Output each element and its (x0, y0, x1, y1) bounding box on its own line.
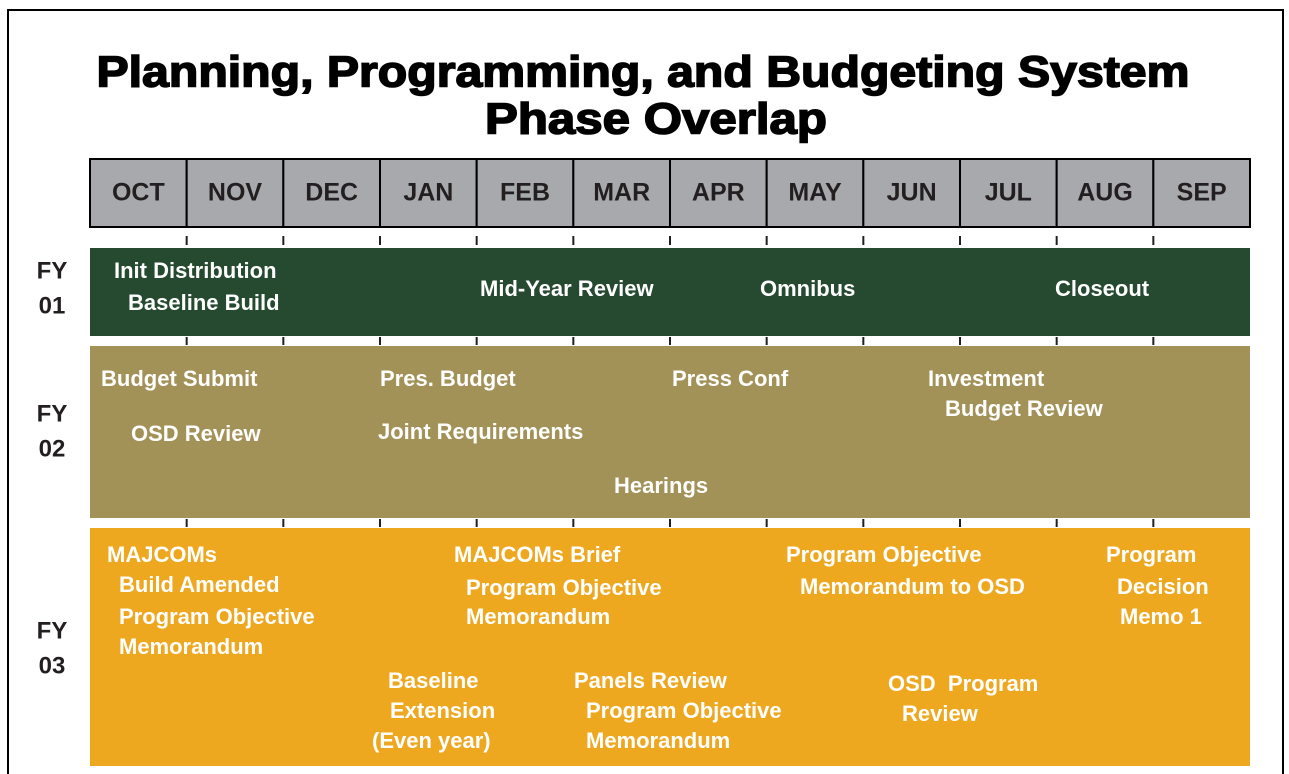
row-label: FY (37, 400, 68, 427)
phase-item: OSD Program (888, 671, 1038, 696)
month-label: MAR (593, 179, 650, 207)
phase-item: Memorandum to OSD (800, 574, 1025, 599)
month-label: JAN (403, 179, 453, 207)
row-label: FY (37, 617, 68, 644)
phase-item: Hearings (614, 473, 708, 498)
month-cell (862, 158, 961, 228)
phase-item: Budget Submit (101, 366, 258, 391)
row-label: 03 (39, 652, 66, 679)
phase-item: Init Distribution (114, 258, 277, 283)
phase-item: Program Objective (586, 698, 782, 723)
month-label: NOV (208, 179, 263, 207)
phase-item: Budget Review (945, 396, 1104, 421)
phase-item: Program Objective (466, 575, 662, 600)
phase-item: Joint Requirements (378, 419, 583, 444)
phase-item: MAJCOMs (107, 542, 217, 567)
phase-item: Closeout (1055, 276, 1150, 301)
frame (7, 9, 1284, 774)
phase-item: Press Conf (672, 366, 789, 391)
phase-item: Baseline (388, 668, 479, 693)
month-label: MAY (788, 179, 842, 207)
title-line: Planning, Programming, and Budgeting Sys… (97, 48, 1190, 97)
phase-item: MAJCOMs Brief (454, 542, 621, 567)
phase-item: Program (1106, 542, 1196, 567)
phase-item: Memorandum (119, 634, 263, 659)
phase-item: Extension (390, 698, 495, 723)
month-cell (185, 158, 285, 228)
phase-item: Build Amended (119, 572, 280, 597)
phase-item: Mid-Year Review (480, 276, 655, 301)
month-label: DEC (305, 179, 358, 207)
row-label: 01 (39, 292, 66, 319)
phase-band (90, 248, 1250, 336)
phase-item: Panels Review (574, 668, 728, 693)
phase-item: Baseline Build (128, 290, 280, 315)
phase-item: OSD Review (131, 421, 261, 446)
phase-item: Memorandum (466, 604, 610, 629)
row-label: FY (37, 257, 68, 284)
month-label: APR (692, 179, 745, 207)
month-cell (1152, 158, 1252, 228)
phase-item: Pres. Budget (380, 366, 516, 391)
phase-item: (Even year) (372, 728, 491, 753)
month-cell (282, 158, 382, 228)
phase-item: Program Objective (119, 604, 315, 629)
phase-item: Memorandum (586, 728, 730, 753)
title-line: Phase Overlap (485, 95, 827, 144)
phase-item: Omnibus (760, 276, 855, 301)
month-label: SEP (1177, 179, 1227, 207)
month-label: JUN (887, 179, 937, 207)
month-label: OCT (112, 179, 165, 207)
month-label: JUL (985, 179, 1032, 207)
phase-item: Review (902, 701, 979, 726)
month-cell (959, 158, 1058, 228)
month-label: AUG (1077, 179, 1133, 207)
month-label: FEB (500, 179, 550, 207)
phase-item: Decision (1117, 574, 1209, 599)
row-label: 02 (39, 435, 66, 462)
phase-item: Memo 1 (1120, 604, 1202, 629)
phase-band (90, 528, 1250, 766)
month-cell (1055, 158, 1155, 228)
phase-band (90, 346, 1250, 518)
phase-item: Investment (928, 366, 1045, 391)
phase-item: Program Objective (786, 542, 982, 567)
